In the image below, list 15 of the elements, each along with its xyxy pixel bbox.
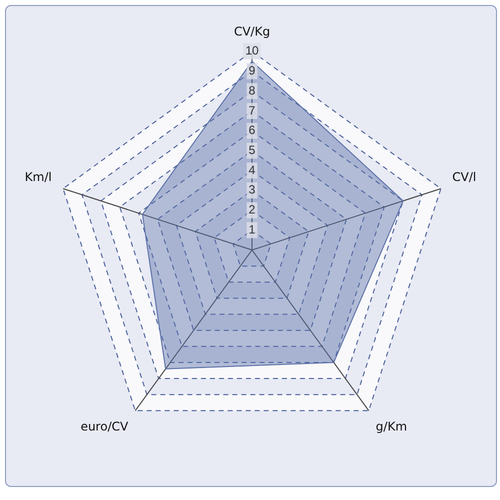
y-tick-label: 4	[248, 162, 256, 177]
spoke-label: g/Km	[376, 420, 408, 434]
spoke-label: euro/CV	[80, 420, 129, 434]
y-tick-label: 5	[248, 143, 256, 158]
spoke-label: Km/l	[24, 170, 52, 184]
y-tick-label: 3	[248, 182, 256, 197]
spoke-label: CV/l	[452, 170, 476, 184]
spoke-label: CV/Kg	[234, 24, 270, 38]
y-tick-label: 7	[248, 103, 256, 118]
y-tick-label: 9	[248, 64, 256, 78]
y-tick-label: 6	[248, 123, 256, 138]
y-tick-label: 2	[248, 202, 256, 217]
y-tick-label: 8	[248, 83, 256, 98]
y-tick-label: 1	[248, 222, 256, 236]
y-tick-label: 10	[245, 44, 259, 58]
